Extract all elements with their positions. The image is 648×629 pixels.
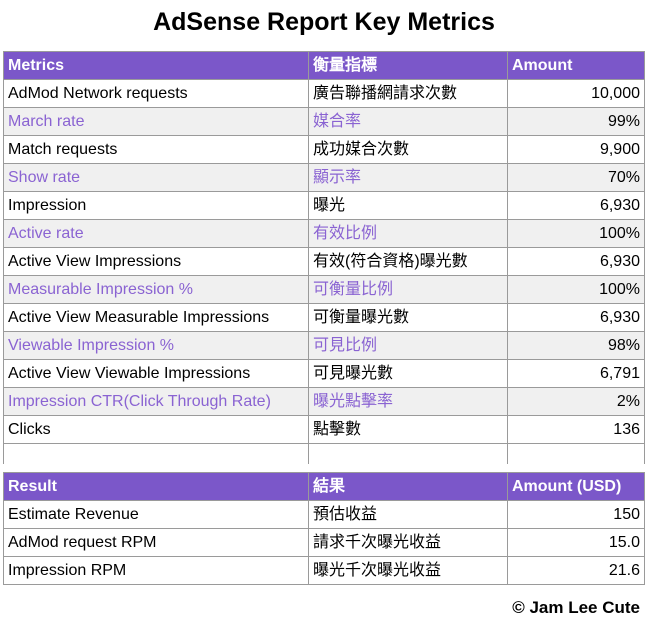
metric-name-zh: 曝光千次曝光收益 bbox=[308, 556, 508, 585]
metrics-header-amount: Amount bbox=[507, 51, 645, 80]
metric-amount: 70% bbox=[507, 163, 645, 192]
table-row: Estimate Revenue 預估收益 150 bbox=[3, 500, 645, 529]
result-table: Result 結果 Amount (USD) Estimate Revenue 預… bbox=[3, 472, 645, 585]
table-row: Impression RPM 曝光千次曝光收益 21.6 bbox=[3, 556, 645, 585]
metric-name-zh: 請求千次曝光收益 bbox=[308, 528, 508, 557]
empty-cell bbox=[3, 443, 309, 464]
metric-name-en: Impression bbox=[3, 191, 309, 220]
metric-name-zh: 曝光點擊率 bbox=[308, 387, 508, 416]
result-header-zh: 結果 bbox=[308, 472, 508, 501]
metric-name-en: Active View Viewable Impressions bbox=[3, 359, 309, 388]
table-row: AdMod Network requests 廣告聯播網請求次數 10,000 bbox=[3, 79, 645, 108]
metric-amount: 21.6 bbox=[507, 556, 645, 585]
metric-name-zh: 可見比例 bbox=[308, 331, 508, 360]
metric-name-zh: 廣告聯播網請求次數 bbox=[308, 79, 508, 108]
table-row: Measurable Impression % 可衡量比例 100% bbox=[3, 275, 645, 304]
metric-amount: 2% bbox=[507, 387, 645, 416]
metrics-table: Metrics 衡量指標 Amount AdMod Network reques… bbox=[3, 51, 645, 464]
metric-name-zh: 媒合率 bbox=[308, 107, 508, 136]
metric-name-zh: 成功媒合次數 bbox=[308, 135, 508, 164]
metric-name-en: March rate bbox=[3, 107, 309, 136]
table-row: AdMod request RPM 請求千次曝光收益 15.0 bbox=[3, 528, 645, 557]
metric-name-en: Active View Impressions bbox=[3, 247, 309, 276]
metric-amount: 100% bbox=[507, 219, 645, 248]
metric-name-zh: 點擊數 bbox=[308, 415, 508, 444]
metric-name-en: Active rate bbox=[3, 219, 309, 248]
copyright-footer: © Jam Lee Cute bbox=[512, 598, 640, 617]
metric-amount: 98% bbox=[507, 331, 645, 360]
metric-amount: 150 bbox=[507, 500, 645, 529]
result-header-en: Result bbox=[3, 472, 309, 501]
empty-cell bbox=[507, 443, 645, 464]
metrics-header-row: Metrics 衡量指標 Amount bbox=[3, 51, 645, 80]
metric-name-en: Clicks bbox=[3, 415, 309, 444]
metric-name-en: Active View Measurable Impressions bbox=[3, 303, 309, 332]
metric-name-en: Measurable Impression % bbox=[3, 275, 309, 304]
table-row: Show rate 顯示率 70% bbox=[3, 163, 645, 192]
metrics-header-en: Metrics bbox=[3, 51, 309, 80]
metric-amount: 100% bbox=[507, 275, 645, 304]
table-row: Active View Impressions 有效(符合資格)曝光數 6,930 bbox=[3, 247, 645, 276]
metric-name-en: AdMod Network requests bbox=[3, 79, 309, 108]
table-row: Impression 曝光 6,930 bbox=[3, 191, 645, 220]
metric-amount: 15.0 bbox=[507, 528, 645, 557]
metric-name-zh: 預估收益 bbox=[308, 500, 508, 529]
metric-amount: 99% bbox=[507, 107, 645, 136]
metric-amount: 6,930 bbox=[507, 191, 645, 220]
metric-name-zh: 顯示率 bbox=[308, 163, 508, 192]
metric-name-en: Impression CTR(Click Through Rate) bbox=[3, 387, 309, 416]
table-row: Match requests 成功媒合次數 9,900 bbox=[3, 135, 645, 164]
result-header-row: Result 結果 Amount (USD) bbox=[3, 472, 645, 501]
metric-name-en: Match requests bbox=[3, 135, 309, 164]
empty-cell bbox=[308, 443, 508, 464]
table-row: Active View Measurable Impressions 可衡量曝光數… bbox=[3, 303, 645, 332]
metric-name-en: AdMod request RPM bbox=[3, 528, 309, 557]
metric-amount: 10,000 bbox=[507, 79, 645, 108]
table-row: March rate 媒合率 99% bbox=[3, 107, 645, 136]
metric-amount: 9,900 bbox=[507, 135, 645, 164]
metrics-header-zh: 衡量指標 bbox=[308, 51, 508, 80]
metric-name-zh: 可見曝光數 bbox=[308, 359, 508, 388]
metric-name-zh: 曝光 bbox=[308, 191, 508, 220]
report-title: AdSense Report Key Metrics bbox=[153, 8, 495, 36]
metric-name-en: Show rate bbox=[3, 163, 309, 192]
result-header-amount: Amount (USD) bbox=[507, 472, 645, 501]
metric-name-en: Viewable Impression % bbox=[3, 331, 309, 360]
metric-name-zh: 有效比例 bbox=[308, 219, 508, 248]
metric-name-en: Impression RPM bbox=[3, 556, 309, 585]
metric-name-zh: 可衡量曝光數 bbox=[308, 303, 508, 332]
metric-amount: 6,930 bbox=[507, 247, 645, 276]
table-row: Viewable Impression % 可見比例 98% bbox=[3, 331, 645, 360]
spacer-row bbox=[3, 443, 645, 464]
table-row: Clicks 點擊數 136 bbox=[3, 415, 645, 444]
metric-amount: 136 bbox=[507, 415, 645, 444]
metric-name-zh: 可衡量比例 bbox=[308, 275, 508, 304]
table-row: Active View Viewable Impressions 可見曝光數 6,7… bbox=[3, 359, 645, 388]
metric-name-zh: 有效(符合資格)曝光數 bbox=[308, 247, 508, 276]
table-row: Impression CTR(Click Through Rate) 曝光點擊率 2… bbox=[3, 387, 645, 416]
metric-amount: 6,930 bbox=[507, 303, 645, 332]
metric-amount: 6,791 bbox=[507, 359, 645, 388]
metric-name-en: Estimate Revenue bbox=[3, 500, 309, 529]
table-row: Active rate 有效比例 100% bbox=[3, 219, 645, 248]
